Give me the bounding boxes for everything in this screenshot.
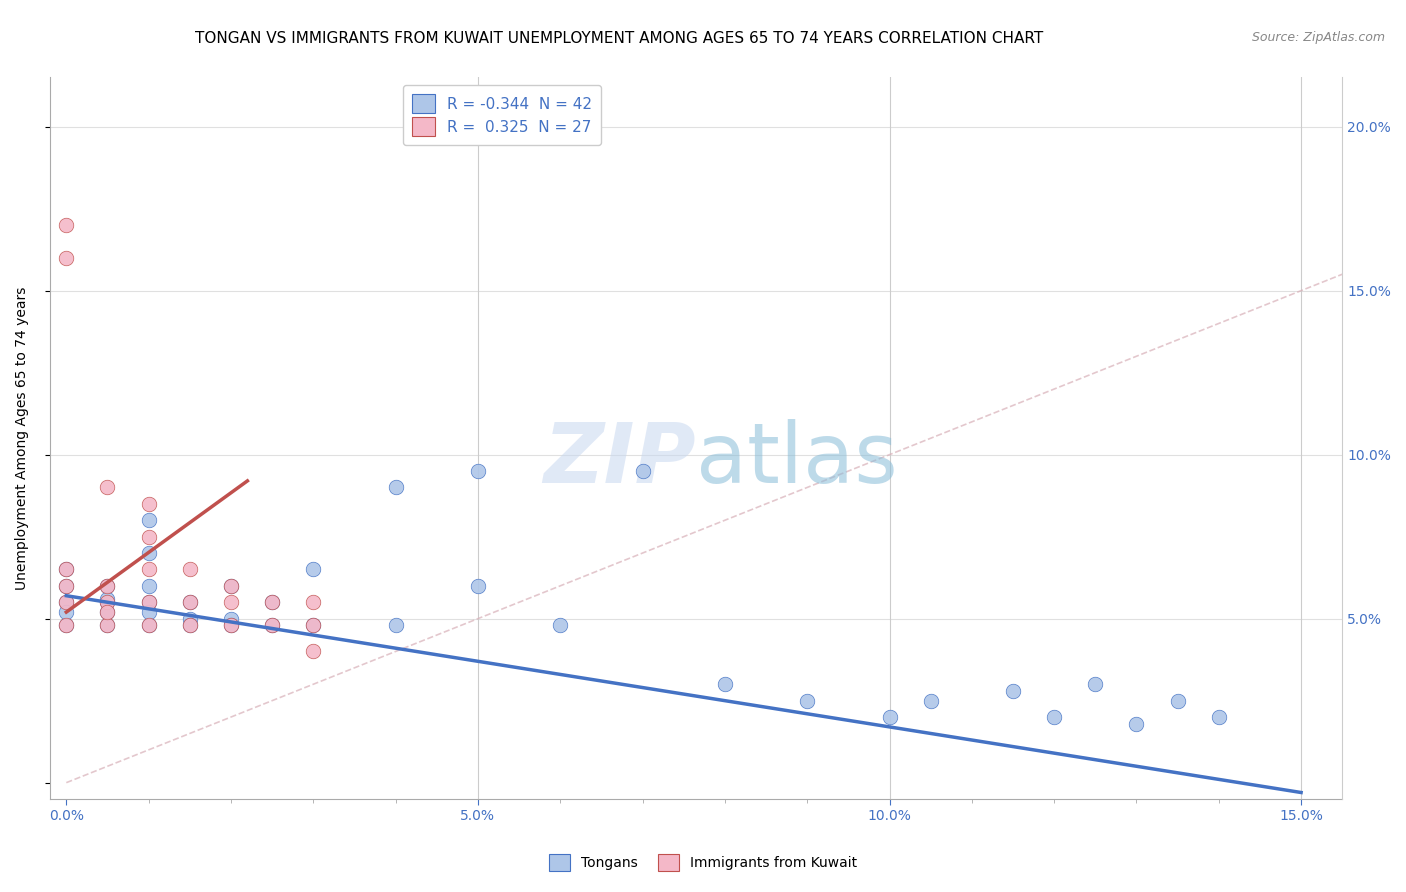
Point xyxy=(1084,677,1107,691)
Point xyxy=(1001,683,1024,698)
Point xyxy=(96,591,118,606)
Point xyxy=(96,605,118,619)
Point xyxy=(179,618,201,632)
Point xyxy=(55,595,77,609)
Point xyxy=(302,618,325,632)
Point xyxy=(1125,716,1147,731)
Point xyxy=(302,562,325,576)
Point xyxy=(219,595,242,609)
Point xyxy=(179,595,201,609)
Point xyxy=(55,562,77,576)
Point xyxy=(55,218,77,232)
Point xyxy=(55,595,77,609)
Point xyxy=(55,562,77,576)
Point xyxy=(138,513,160,527)
Point xyxy=(55,251,77,265)
Point xyxy=(96,595,118,609)
Point xyxy=(879,710,901,724)
Point xyxy=(1167,693,1189,707)
Point xyxy=(55,618,77,632)
Point xyxy=(1208,710,1230,724)
Text: atlas: atlas xyxy=(696,419,898,500)
Point xyxy=(219,618,242,632)
Point xyxy=(179,618,201,632)
Point xyxy=(467,579,489,593)
Point xyxy=(138,618,160,632)
Point xyxy=(55,579,77,593)
Point xyxy=(138,497,160,511)
Point xyxy=(55,605,77,619)
Point xyxy=(262,618,284,632)
Point xyxy=(138,562,160,576)
Point xyxy=(179,612,201,626)
Point xyxy=(96,618,118,632)
Point xyxy=(262,595,284,609)
Point xyxy=(219,579,242,593)
Point xyxy=(796,693,818,707)
Point xyxy=(302,618,325,632)
Point xyxy=(302,595,325,609)
Point xyxy=(55,618,77,632)
Point xyxy=(714,677,737,691)
Point xyxy=(219,618,242,632)
Point xyxy=(920,693,942,707)
Point xyxy=(138,546,160,560)
Y-axis label: Unemployment Among Ages 65 to 74 years: Unemployment Among Ages 65 to 74 years xyxy=(15,286,30,590)
Point xyxy=(138,530,160,544)
Point xyxy=(262,618,284,632)
Point xyxy=(219,579,242,593)
Text: ZIP: ZIP xyxy=(544,419,696,500)
Point xyxy=(138,595,160,609)
Point xyxy=(96,605,118,619)
Point xyxy=(302,644,325,658)
Point xyxy=(179,562,201,576)
Point xyxy=(548,618,571,632)
Point xyxy=(262,595,284,609)
Point xyxy=(467,464,489,478)
Point xyxy=(631,464,654,478)
Point xyxy=(219,612,242,626)
Point xyxy=(138,595,160,609)
Text: Source: ZipAtlas.com: Source: ZipAtlas.com xyxy=(1251,31,1385,45)
Point xyxy=(384,618,406,632)
Text: TONGAN VS IMMIGRANTS FROM KUWAIT UNEMPLOYMENT AMONG AGES 65 TO 74 YEARS CORRELAT: TONGAN VS IMMIGRANTS FROM KUWAIT UNEMPLO… xyxy=(194,31,1043,46)
Point xyxy=(55,579,77,593)
Legend: Tongans, Immigrants from Kuwait: Tongans, Immigrants from Kuwait xyxy=(543,848,863,876)
Point xyxy=(138,579,160,593)
Point xyxy=(138,618,160,632)
Point xyxy=(138,605,160,619)
Point xyxy=(96,579,118,593)
Point xyxy=(179,595,201,609)
Point xyxy=(96,595,118,609)
Point xyxy=(96,579,118,593)
Point xyxy=(384,480,406,494)
Legend: R = -0.344  N = 42, R =  0.325  N = 27: R = -0.344 N = 42, R = 0.325 N = 27 xyxy=(404,85,602,145)
Point xyxy=(96,618,118,632)
Point xyxy=(96,480,118,494)
Point xyxy=(1043,710,1066,724)
